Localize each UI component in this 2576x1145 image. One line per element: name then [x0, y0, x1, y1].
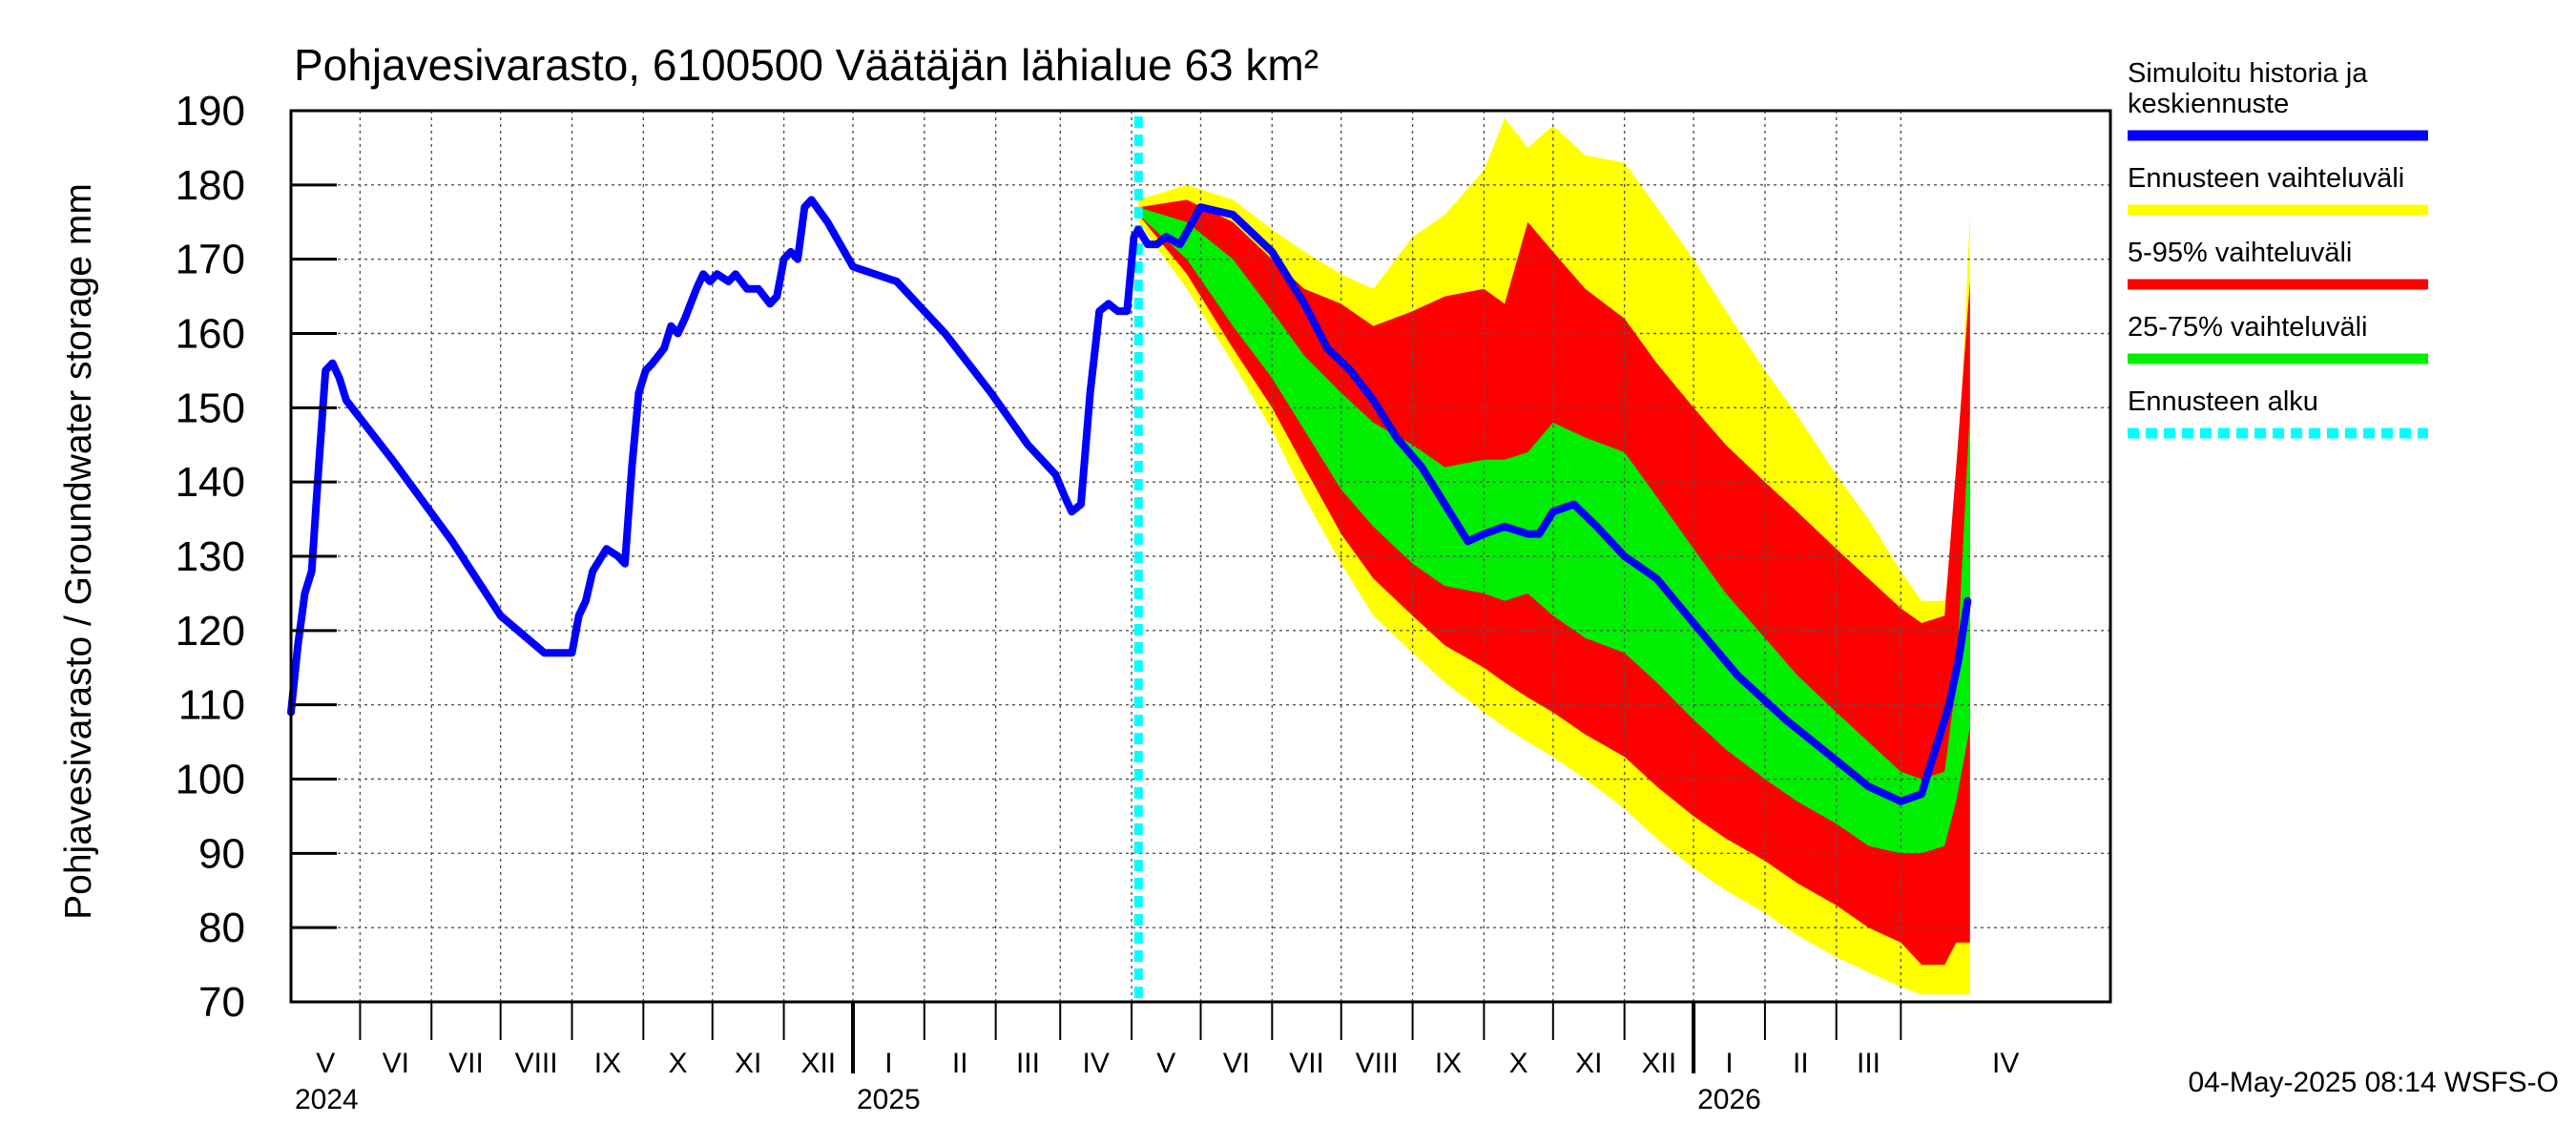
month-label-4: IX — [594, 1048, 621, 1079]
month-label-2: VII — [448, 1048, 484, 1079]
month-label-22: III — [1857, 1048, 1880, 1079]
month-label-18: XI — [1575, 1048, 1602, 1079]
legend-label-4: 25-75% vaihteluväli — [2128, 312, 2367, 343]
y-tick-label-90: 90 — [198, 830, 245, 877]
y-tick-label-100: 100 — [176, 757, 245, 803]
year-label-2024: 2024 — [295, 1084, 359, 1115]
y-tick-label-130: 130 — [176, 533, 245, 580]
year-label-2026: 2026 — [1697, 1084, 1761, 1115]
y-tick-label-160: 160 — [176, 311, 245, 358]
y-tick-label-70: 70 — [198, 979, 245, 1026]
month-label-19: XII — [1642, 1048, 1677, 1079]
month-label-23: IV — [1992, 1048, 2019, 1079]
grid-lines — [291, 110, 2110, 1003]
month-label-8: I — [884, 1048, 892, 1079]
y-tick-label-80: 80 — [198, 905, 245, 951]
month-label-17: X — [1509, 1048, 1528, 1079]
year-label-2025: 2025 — [857, 1084, 921, 1115]
band-3 — [1138, 207, 1970, 854]
month-label-15: VIII — [1356, 1048, 1399, 1079]
month-label-5: X — [669, 1048, 688, 1079]
month-label-13: VI — [1223, 1048, 1250, 1079]
y-axis-ticks: 70 80 90 100 110 120 130 140 150 160 170 180 190 — [176, 88, 337, 1026]
month-label-14: VII — [1289, 1048, 1324, 1079]
month-label-1: VI — [383, 1048, 409, 1079]
month-label-11: IV — [1082, 1048, 1109, 1079]
legend-label-1-line-2: keskiennuste — [2128, 89, 2289, 119]
x-axis-months: V VI VII VIII IX X XI XII I II III IV V VI VII VIII IX X X… — [295, 1002, 2019, 1115]
month-label-10: III — [1016, 1048, 1040, 1079]
y-tick-label-190: 190 — [176, 88, 245, 135]
legend-label-3: 5-95% vaihteluväli — [2128, 238, 2352, 268]
mean-series-layer — [287, 196, 1972, 805]
legend-label-5: Ennusteen alku — [2128, 386, 2318, 417]
mean-series-line — [287, 196, 1972, 805]
legend-label-1-line-1: Simuloitu historia ja — [2128, 58, 2368, 89]
y-tick-label-140: 140 — [176, 459, 245, 506]
y-tick-label-110: 110 — [178, 682, 245, 729]
month-label-9: II — [952, 1048, 968, 1079]
month-label-7: XII — [800, 1048, 836, 1079]
month-label-0: V — [316, 1048, 335, 1079]
y-axis-label: Pohjavesivarasto / Groundwater storage m… — [58, 183, 99, 920]
month-label-20: I — [1725, 1048, 1733, 1079]
y-tick-label-180: 180 — [176, 162, 245, 209]
month-label-6: XI — [735, 1048, 761, 1079]
month-label-3: VIII — [515, 1048, 558, 1079]
footer-timestamp: 04-May-2025 08:14 WSFS-O — [2189, 1067, 2560, 1098]
y-tick-label-170: 170 — [176, 237, 245, 283]
y-tick-label-150: 150 — [176, 385, 245, 431]
chart-title: Pohjavesivarasto, 6100500 Väätäjän lähia… — [294, 40, 1319, 90]
month-label-16: IX — [1435, 1048, 1462, 1079]
month-label-21: II — [1793, 1048, 1809, 1079]
month-label-12: V — [1156, 1048, 1175, 1079]
legend-label-2: Ennusteen vaihteluväli — [2128, 163, 2404, 194]
y-tick-label-120: 120 — [176, 608, 245, 655]
